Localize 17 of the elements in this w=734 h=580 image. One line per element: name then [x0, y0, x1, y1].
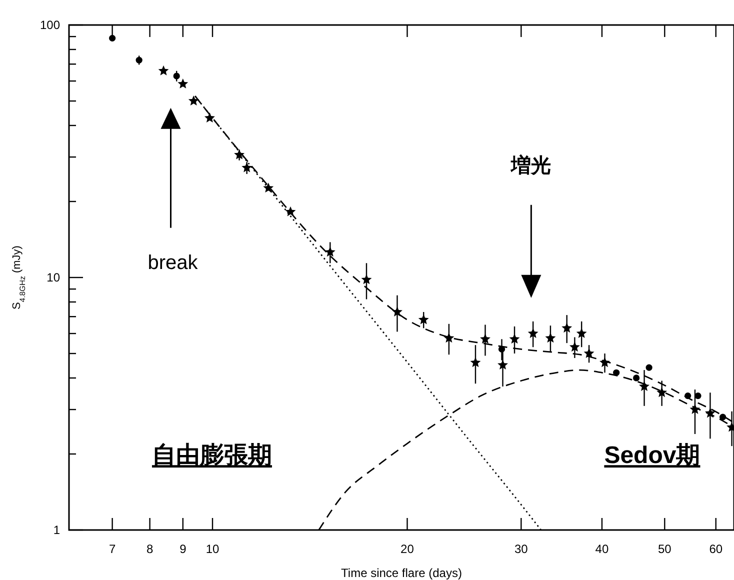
annotation: 自由膨張期: [152, 442, 272, 470]
x-tick-label: 60: [709, 542, 723, 556]
x-tick-label: 40: [595, 542, 609, 556]
annotation: 増光: [510, 154, 552, 177]
x-tick-label: 10: [206, 542, 220, 556]
annotation: break: [148, 252, 199, 274]
y-tick-label: 10: [46, 270, 60, 285]
x-tick-label: 30: [514, 542, 528, 556]
x-tick-label: 8: [146, 542, 154, 556]
x-tick-label: 20: [400, 542, 414, 556]
x-tick-label: 50: [658, 542, 672, 556]
y-tick-label: 1: [53, 523, 60, 538]
annotation: Sedov期: [604, 442, 700, 470]
x-axis-title: Time since flare (days): [341, 566, 462, 580]
x-tick-label: 7: [108, 542, 116, 556]
x-tick-label: 9: [180, 542, 187, 556]
y-tick-label: 100: [40, 18, 60, 32]
